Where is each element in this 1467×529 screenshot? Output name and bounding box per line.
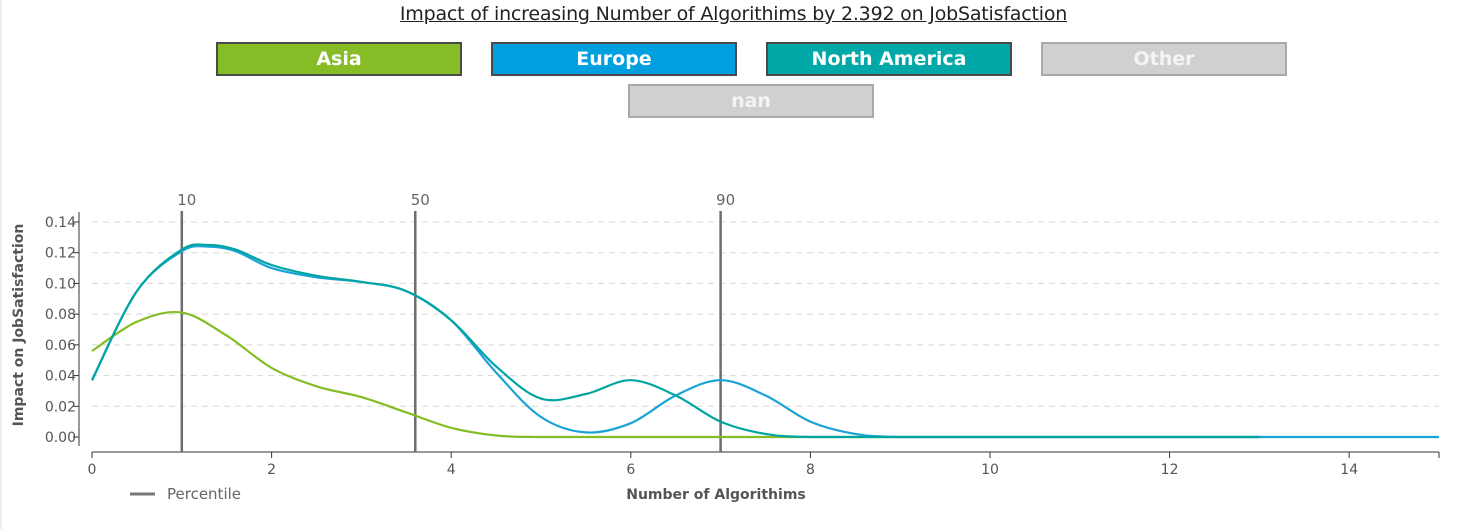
x-tick-label: 6: [626, 462, 635, 478]
x-tick-label: 0: [88, 462, 97, 478]
x-tick-label: 12: [1161, 462, 1179, 478]
y-tick-label: 0.06: [45, 338, 76, 354]
y-tick-label: 0.08: [45, 307, 76, 323]
y-tick-label: 0.14: [45, 215, 76, 231]
y-tick-label: 0.02: [45, 399, 76, 415]
legend-button-asia[interactable]: Asia: [216, 42, 462, 76]
frame-border: [0, 0, 2, 529]
x-axis-ticks: 0 2 4 6 8 10 12 14: [88, 452, 1440, 478]
x-tick-label: 8: [806, 462, 815, 478]
percentile-label-90: 90: [716, 191, 735, 209]
x-tick-label: 4: [447, 462, 456, 478]
y-tick-label: 0.00: [45, 430, 76, 446]
series-line-north-america: [91, 243, 1260, 439]
x-tick-label: 10: [981, 462, 999, 478]
x-axis-label: Number of Algorithims: [626, 487, 806, 503]
series-line-asia: [91, 310, 1260, 439]
percentile-label-50: 50: [411, 191, 430, 209]
chart-title[interactable]: Impact of increasing Number of Algorithi…: [399, 3, 1068, 25]
percentile-legend-label: Percentile: [167, 485, 241, 503]
y-tick-label: 0.12: [45, 246, 76, 262]
series-lines: [91, 243, 1439, 439]
legend-button-nan[interactable]: nan: [628, 84, 874, 118]
x-tick-label: 2: [267, 462, 276, 478]
legend-button-europe[interactable]: Europe: [491, 42, 737, 76]
legend-button-other[interactable]: Other: [1041, 42, 1287, 76]
y-tick-label: 0.04: [45, 369, 76, 385]
x-tick-label: 14: [1340, 462, 1358, 478]
y-axis-ticks: 0.00 0.02 0.04 0.06 0.08 0.10 0.12 0.14: [45, 215, 79, 446]
axes: [78, 212, 1439, 453]
percentile-label-10: 10: [177, 191, 196, 209]
percentile-lines: 10 50 90: [177, 191, 735, 452]
y-tick-label: 0.10: [45, 276, 76, 292]
y-axis-label: Impact on JobSatisfaction: [11, 224, 27, 427]
series-line-europe: [91, 245, 1439, 439]
grid-lines: [92, 221, 1439, 407]
legend-button-north-america[interactable]: North America: [766, 42, 1012, 76]
